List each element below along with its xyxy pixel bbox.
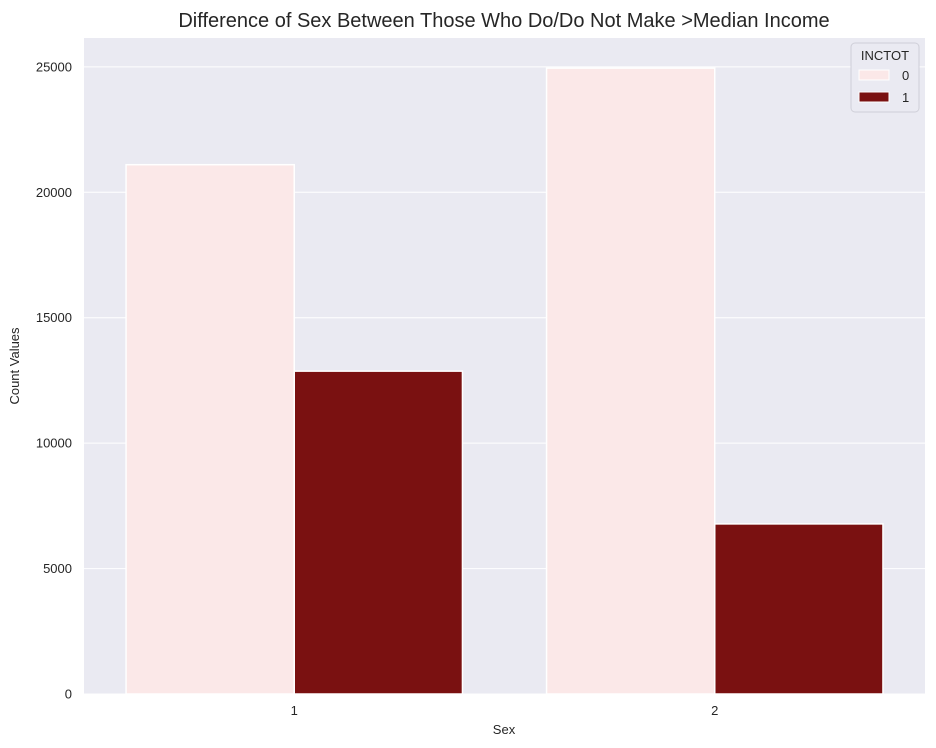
x-axis-label: Sex [493, 722, 516, 737]
x-tick-label: 2 [711, 703, 718, 718]
y-axis-label: Count Values [7, 327, 22, 405]
x-tick-label: 1 [291, 703, 298, 718]
y-tick-label: 25000 [36, 59, 72, 74]
bar-series-1-cat-2 [714, 523, 884, 695]
legend-swatch-1 [858, 91, 890, 103]
legend-label-1: 1 [902, 90, 909, 105]
chart-title: Difference of Sex Between Those Who Do/D… [178, 10, 829, 32]
y-tick-label: 15000 [36, 310, 72, 325]
bar-series-1-cat-1 [293, 370, 464, 695]
legend-label-0: 0 [902, 68, 909, 83]
bar-series-0-cat-1 [125, 163, 295, 695]
y-tick-label: 0 [65, 687, 72, 702]
legend-swatch-0 [858, 69, 890, 81]
y-tick-label: 5000 [43, 561, 72, 576]
y-tick-labels: 0 5000 10000 15000 20000 25000 [36, 59, 72, 701]
bar-series-0-cat-2 [545, 67, 716, 695]
bars [125, 67, 884, 695]
legend: INCTOT 0 1 [850, 42, 920, 113]
legend-title: INCTOT [861, 48, 909, 63]
y-tick-label: 10000 [36, 436, 72, 451]
y-tick-label: 20000 [36, 185, 72, 200]
